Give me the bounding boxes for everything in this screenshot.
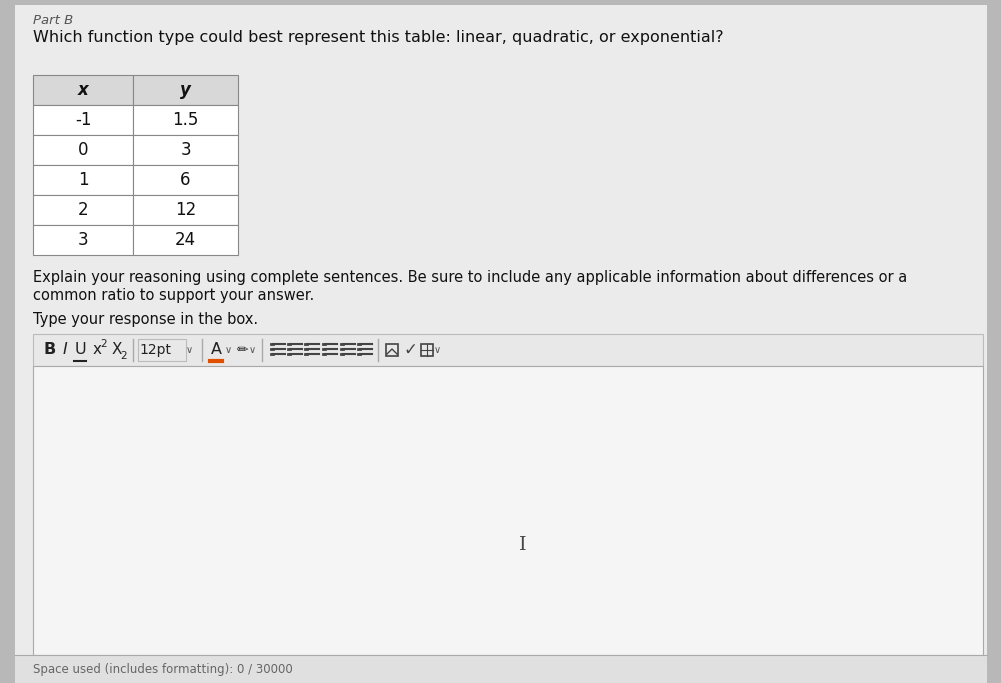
Bar (138, 339, 186, 361)
Bar (33, 195, 133, 225)
Bar (133, 135, 238, 165)
Text: 24: 24 (175, 231, 196, 249)
Text: U: U (74, 342, 86, 357)
Text: x: x (92, 342, 101, 357)
Text: 2: 2 (101, 339, 107, 349)
Bar (15, 655, 987, 683)
Bar (33, 334, 983, 366)
Bar (133, 165, 238, 195)
Bar (33, 105, 133, 135)
FancyBboxPatch shape (15, 5, 987, 678)
Text: ∨: ∨ (433, 345, 440, 355)
Text: ✓: ✓ (403, 341, 417, 359)
Bar (133, 195, 238, 225)
Bar (33, 75, 133, 105)
Text: ∨: ∨ (224, 345, 231, 355)
Text: common ratio to support your answer.: common ratio to support your answer. (33, 288, 314, 303)
Text: 0: 0 (78, 141, 88, 159)
Text: 12: 12 (175, 201, 196, 219)
Text: I: I (63, 342, 67, 357)
Bar (386, 344, 398, 356)
Text: Explain your reasoning using complete sentences. Be sure to include any applicab: Explain your reasoning using complete se… (33, 270, 907, 285)
Text: 2: 2 (121, 351, 127, 361)
Text: I: I (520, 536, 527, 554)
Bar (33, 135, 133, 165)
Text: 12pt: 12pt (139, 343, 171, 357)
Text: Type your response in the box.: Type your response in the box. (33, 312, 258, 327)
Text: X: X (112, 342, 122, 357)
Text: 6: 6 (180, 171, 191, 189)
Text: Part B: Part B (33, 14, 73, 27)
Text: ∨: ∨ (248, 345, 255, 355)
Text: Which function type could best represent this table: linear, quadratic, or expon: Which function type could best represent… (33, 30, 724, 45)
Text: 3: 3 (78, 231, 88, 249)
Bar (33, 366, 983, 655)
Text: y: y (180, 81, 191, 99)
Text: 3: 3 (180, 141, 191, 159)
Text: -1: -1 (75, 111, 91, 129)
Text: A: A (210, 342, 221, 357)
Bar (421, 344, 433, 356)
Text: Space used (includes formatting): 0 / 30000: Space used (includes formatting): 0 / 30… (33, 663, 292, 675)
Text: x: x (78, 81, 88, 99)
Bar (133, 225, 238, 255)
Text: 1.5: 1.5 (172, 111, 198, 129)
Text: 1: 1 (78, 171, 88, 189)
Bar (133, 75, 238, 105)
Text: ∨: ∨ (185, 345, 192, 355)
Bar (33, 225, 133, 255)
Text: B: B (44, 342, 56, 357)
Bar (33, 165, 133, 195)
Bar (133, 105, 238, 135)
Text: 2: 2 (78, 201, 88, 219)
Text: ✏: ✏ (236, 343, 248, 357)
